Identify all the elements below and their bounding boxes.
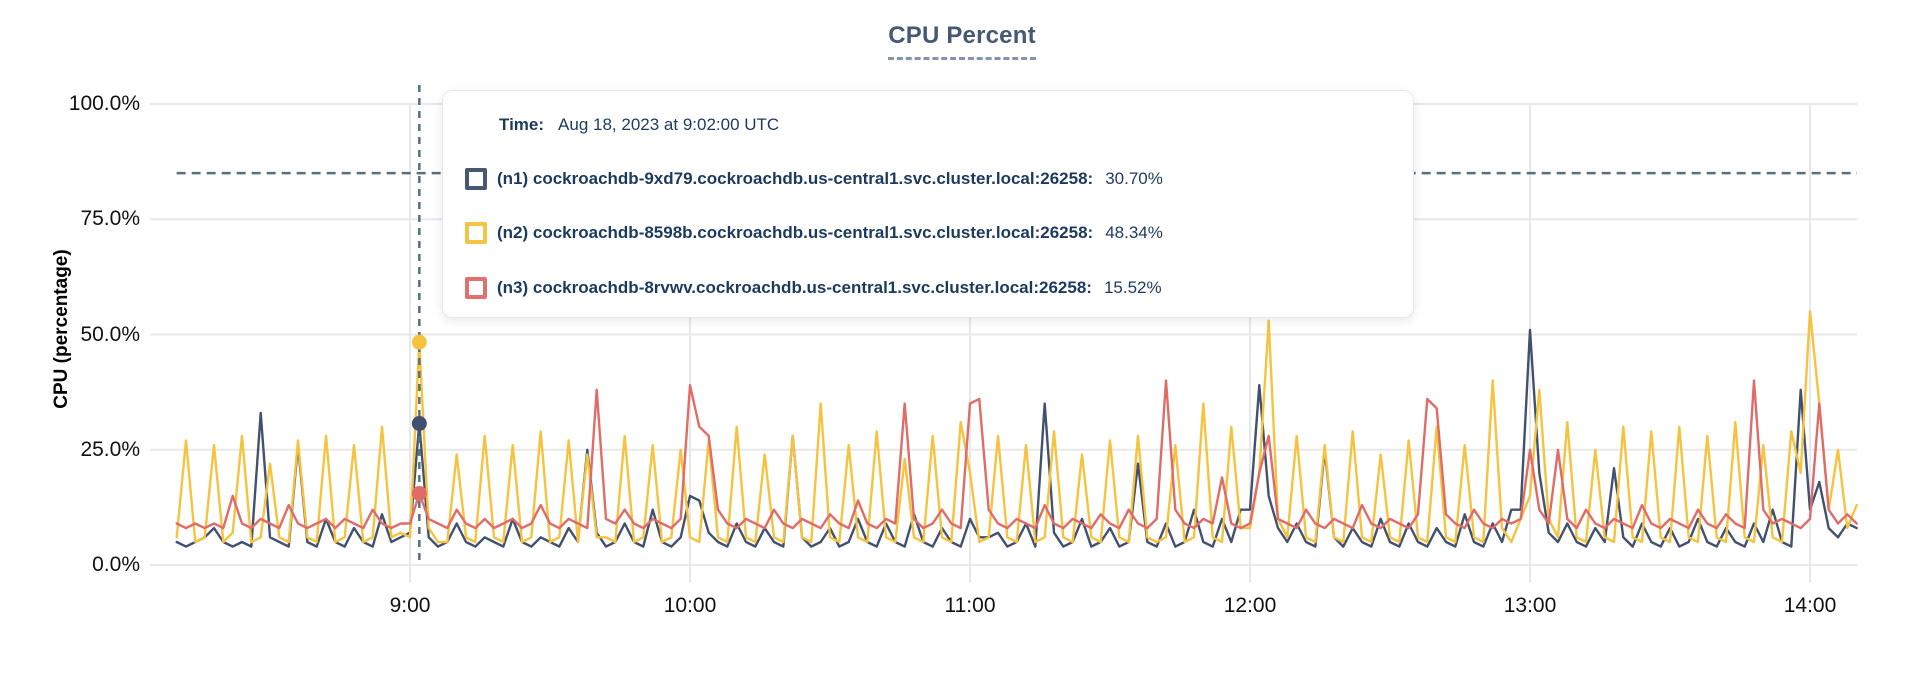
tooltip-series-row-n1: (n1) cockroachdb-9xd79.cockroachdb.us-ce…: [465, 167, 1389, 190]
x-tick-label: 12:00: [1223, 594, 1277, 617]
tooltip-series-value: 48.34%: [1105, 223, 1163, 243]
chart-title: CPU Percent: [888, 22, 1036, 60]
tooltip-series-label: (n3) cockroachdb-8rvwv.cockroachdb.us-ce…: [497, 277, 1092, 297]
legend-square-n3-icon: [465, 276, 487, 299]
y-tick-label: 25.0%: [80, 437, 140, 461]
tooltip-series-value: 15.52%: [1103, 277, 1162, 297]
tooltip-series-label: (n1) cockroachdb-9xd79.cockroachdb.us-ce…: [497, 168, 1094, 188]
legend-square-n1-icon: [465, 167, 487, 190]
tooltip-series-row-n3: (n3) cockroachdb-8rvwv.cockroachdb.us-ce…: [465, 276, 1389, 299]
hover-dot-n3: [411, 485, 427, 501]
tooltip-series-value: 30.70%: [1105, 168, 1163, 188]
tooltip-time-value: Aug 18, 2023 at 9:02:00 UTC: [558, 115, 780, 134]
x-tick-label: 9:00: [389, 594, 431, 617]
series-line-n3: [175, 379, 1858, 530]
chart-tooltip: Time: Aug 18, 2023 at 9:02:00 UTC (n1) c…: [442, 90, 1414, 318]
tooltip-time-row: Time: Aug 18, 2023 at 9:02:00 UTC: [499, 115, 1389, 135]
y-tick-label: 100.0%: [68, 92, 140, 115]
tooltip-time-label: Time:: [499, 115, 545, 134]
hover-dot-n1: [411, 415, 427, 431]
tooltip-series-label: (n2) cockroachdb-8598b.cockroachdb.us-ce…: [497, 223, 1094, 243]
legend-square-n2-icon: [465, 222, 487, 245]
series-line-n2: [175, 310, 1858, 544]
y-tick-label: 50.0%: [80, 322, 140, 346]
chart-title-wrap: CPU Percent: [0, 22, 1924, 60]
x-tick-label: 13:00: [1503, 594, 1557, 617]
x-tick-label: 10:00: [663, 594, 717, 617]
y-tick-label: 75.0%: [80, 207, 140, 231]
hover-dot-n2: [411, 334, 427, 350]
x-tick-label: 14:00: [1783, 594, 1837, 617]
x-tick-label: 11:00: [944, 594, 996, 617]
y-tick-label: 0.0%: [92, 553, 140, 576]
tooltip-series-row-n2: (n2) cockroachdb-8598b.cockroachdb.us-ce…: [465, 222, 1389, 245]
